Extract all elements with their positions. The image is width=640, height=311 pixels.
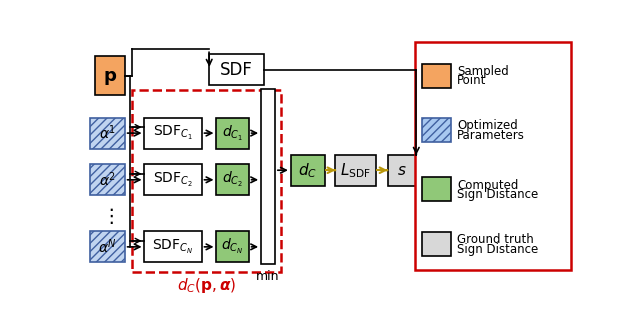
Text: Computed: Computed [457, 179, 518, 192]
Bar [90, 164, 125, 195]
Text: p: p [103, 67, 116, 85]
Bar [422, 64, 451, 88]
Bar [335, 155, 376, 186]
Text: min: min [256, 270, 280, 283]
Text: SDF$_{C_1}$: SDF$_{C_1}$ [153, 124, 193, 142]
Bar [90, 118, 125, 149]
Text: $d_C$: $d_C$ [298, 161, 317, 179]
Bar [145, 118, 202, 149]
Bar [216, 164, 249, 195]
Bar [145, 164, 202, 195]
Bar [216, 118, 249, 149]
Text: SDF$_{C_2}$: SDF$_{C_2}$ [153, 171, 193, 189]
Text: $d_{C_N}$: $d_{C_N}$ [221, 237, 244, 256]
Text: SDF$_{C_N}$: SDF$_{C_N}$ [152, 238, 194, 256]
Text: Point: Point [457, 74, 486, 87]
Text: $\alpha^2$: $\alpha^2$ [99, 170, 116, 189]
Bar [209, 54, 264, 85]
Text: Sign Distance: Sign Distance [457, 188, 538, 201]
Text: $s$: $s$ [397, 163, 406, 178]
Bar [95, 57, 125, 95]
Bar [132, 90, 281, 272]
Bar [422, 118, 451, 142]
Text: $\alpha^N$: $\alpha^N$ [98, 238, 116, 256]
Text: $d_{C_1}$: $d_{C_1}$ [222, 123, 243, 143]
Bar [415, 42, 571, 270]
Text: Sampled: Sampled [457, 65, 509, 78]
Bar [216, 231, 249, 262]
Text: $L_{\mathrm{SDF}}$: $L_{\mathrm{SDF}}$ [340, 161, 371, 179]
Text: $d_C(\mathbf{p}, \boldsymbol{\alpha})$: $d_C(\mathbf{p}, \boldsymbol{\alpha})$ [177, 276, 236, 295]
Text: Ground truth: Ground truth [457, 233, 534, 246]
Text: Optimized: Optimized [457, 119, 518, 132]
Bar [388, 155, 416, 186]
Text: SDF: SDF [220, 61, 253, 79]
Text: $\alpha^1$: $\alpha^1$ [99, 124, 116, 142]
Bar [145, 231, 202, 262]
Text: $d_{C_2}$: $d_{C_2}$ [222, 170, 243, 189]
Bar [261, 89, 275, 264]
Bar [291, 155, 324, 186]
Text: Sign Distance: Sign Distance [457, 243, 538, 256]
Bar [422, 232, 451, 256]
Bar [90, 231, 125, 262]
Bar [422, 177, 451, 201]
Text: $\vdots$: $\vdots$ [101, 206, 114, 226]
Text: Parameters: Parameters [457, 129, 525, 142]
